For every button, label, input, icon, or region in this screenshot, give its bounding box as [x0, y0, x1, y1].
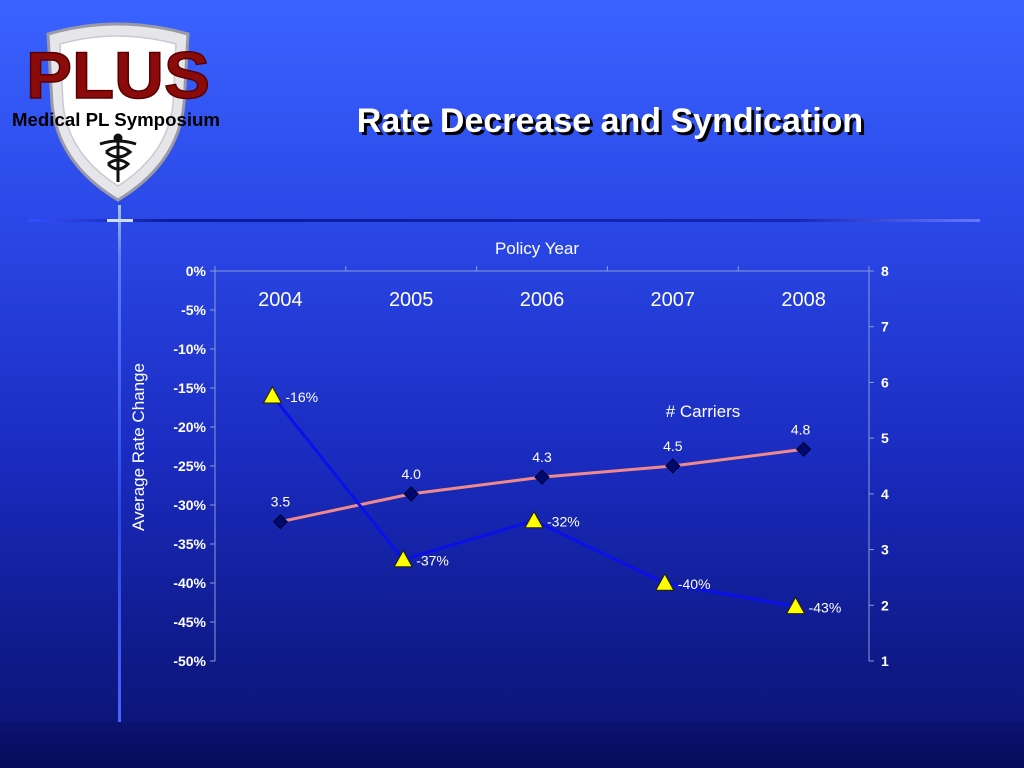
carriers-data-label: 4.3 [532, 449, 552, 465]
carriers-data-label: 3.5 [271, 494, 291, 510]
rate-point [524, 510, 544, 529]
rule-cross-highlight [107, 219, 133, 222]
right-axis-tick-label: 5 [881, 430, 889, 446]
category-label-2008: 2008 [781, 289, 826, 311]
right-axis-tick-label: 3 [881, 542, 889, 558]
logo-text-sub: Medical PL Symposium [12, 110, 220, 130]
carriers-point [795, 441, 812, 457]
carriers-series-label: # Carriers [666, 402, 741, 421]
horizontal-rule [28, 219, 980, 222]
rate-point [393, 549, 414, 568]
rate-data-label: -32% [547, 514, 580, 530]
rate-data-label: -37% [416, 553, 449, 569]
right-axis-tick-label: 2 [881, 597, 889, 613]
x-axis-title: Policy Year [495, 239, 579, 258]
left-axis-tick-label: -30% [173, 497, 206, 513]
category-label-2007: 2007 [651, 289, 696, 311]
carriers-point [665, 458, 681, 474]
rate-point [785, 596, 806, 615]
y-axis-title: Average Rate Change [129, 363, 148, 531]
left-axis-tick-label: -20% [173, 419, 206, 435]
page-title: Rate Decrease and Syndication [356, 102, 864, 140]
rate-data-label: -40% [678, 576, 711, 592]
left-axis-tick-label: -5% [181, 302, 206, 318]
carriers-data-label: 4.0 [401, 466, 421, 482]
plus-logo: PLUS Medical PL Symposium [12, 22, 220, 202]
left-axis-tick-label: -50% [173, 653, 206, 669]
category-label-2006: 2006 [520, 289, 565, 311]
chart-axes: 0% -5% -10% -15% -20% -25% -30% -35% -40% -45% -50… [173, 263, 889, 669]
caduceus-icon [99, 133, 137, 182]
rate-series-line [271, 394, 796, 608]
logo-text-main: PLUS [26, 38, 210, 112]
carriers-point [272, 514, 289, 530]
left-axis-tick-label: -15% [173, 380, 206, 396]
rate-point [262, 385, 283, 404]
carriers-data-label: 4.5 [663, 438, 683, 454]
left-axis-tick-label: -35% [173, 536, 206, 552]
left-axis-tick-label: -10% [173, 341, 206, 357]
carriers-point [534, 469, 550, 485]
right-axis-tick-label: 8 [881, 263, 889, 279]
category-label-2005: 2005 [389, 289, 434, 311]
left-axis-tick-label: -40% [173, 575, 206, 591]
right-axis-tick-label: 4 [881, 486, 889, 502]
vertical-rule [118, 205, 121, 722]
left-axis-tick-label: -25% [173, 458, 206, 474]
carriers-point [403, 486, 419, 502]
rate-data-label: -16% [285, 389, 318, 405]
carriers-data-label: 4.8 [791, 421, 811, 437]
rate-data-label: -43% [809, 599, 842, 615]
left-axis-tick-label: 0% [186, 263, 207, 279]
chart-marks: 3.5 4.0 4.3 4.5 4.8 -16% -37% -32% -40% -43% [262, 385, 842, 615]
category-label-2004: 2004 [258, 289, 303, 311]
right-axis-tick-label: 1 [881, 653, 889, 669]
right-axis-tick-label: 7 [881, 319, 889, 335]
rate-point [654, 572, 675, 591]
bottom-band [0, 722, 1024, 768]
right-axis-tick-label: 6 [881, 374, 889, 390]
left-axis-tick-label: -45% [173, 614, 206, 630]
